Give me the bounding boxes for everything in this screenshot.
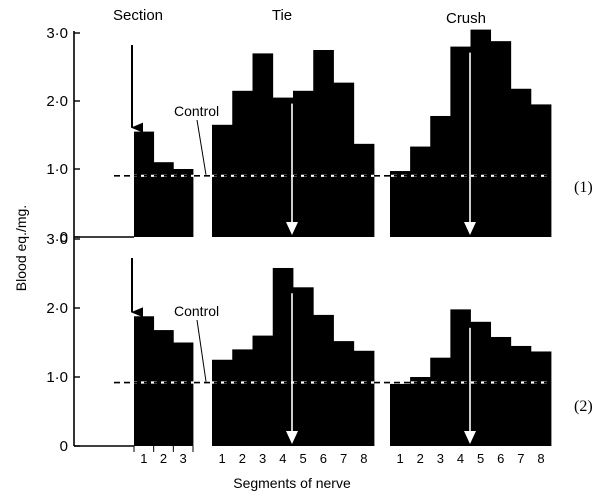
segment-label-crush-6: 6 <box>497 451 504 466</box>
segment-label-crush-4: 4 <box>457 451 464 466</box>
bar-panel-1-crush-segment-3 <box>430 115 451 237</box>
y-tick-label-panel-2-2: 2·0 <box>46 300 68 317</box>
bar-panel-2-section-segment-3 <box>173 342 194 446</box>
segment-label-tie-1: 1 <box>219 451 226 466</box>
segment-label-crush-7: 7 <box>517 451 524 466</box>
control-label-panel-2: Control <box>174 303 219 319</box>
bar-panel-1-crush-segment-2 <box>410 146 431 237</box>
bar-panel-2-crush-segment-5 <box>470 321 492 446</box>
group-title-section: Section <box>113 7 163 24</box>
control-leader-panel-2 <box>196 319 207 382</box>
segment-label-crush-5: 5 <box>477 451 484 466</box>
segment-label-crush-3: 3 <box>437 451 444 466</box>
segment-label-section-1: 1 <box>140 451 147 466</box>
bar-panel-1-tie-segment-7 <box>333 82 355 237</box>
bar-panel-1-crush-segment-7 <box>510 88 532 237</box>
bar-panel-1-crush-segment-4 <box>450 46 471 237</box>
segment-label-crush-1: 1 <box>396 451 403 466</box>
bar-panel-2-tie-segment-1 <box>212 359 233 446</box>
bar-panel-1-tie-segment-2 <box>232 90 253 237</box>
y-axis-title: Blood eq./mg. <box>13 205 29 291</box>
segment-label-section-3: 3 <box>180 451 187 466</box>
bar-panel-1-crush-segment-5 <box>470 29 492 237</box>
bar-panel-2-crush-segment-6 <box>490 336 512 446</box>
bar-panel-1-tie-segment-8 <box>353 143 375 237</box>
bar-panel-2-section-segment-2 <box>153 330 174 446</box>
segment-label-tie-3: 3 <box>259 451 266 466</box>
bar-panel-2-crush-segment-8 <box>530 351 552 446</box>
control-label-panel-1: Control <box>174 103 219 119</box>
bar-panel-2-tie-segment-7 <box>333 341 355 446</box>
bar-panel-1-crush-segment-6 <box>490 41 512 237</box>
bar-panel-2-tie-segment-5 <box>293 287 314 446</box>
segment-label-crush-8: 8 <box>537 451 544 466</box>
segment-label-tie-5: 5 <box>300 451 307 466</box>
bar-panel-1-tie-segment-6 <box>313 50 334 237</box>
bar-panel-1-crush-segment-1 <box>390 171 411 237</box>
bar-panel-2-crush-segment-4 <box>450 309 471 446</box>
y-tick-label-panel-1-0: 0 <box>60 229 68 246</box>
panel-1-id: (1) <box>574 179 593 196</box>
bar-panel-1-section-segment-3 <box>173 169 194 237</box>
bar-panel-2-tie-segment-8 <box>353 350 375 446</box>
panel-2-id: (2) <box>574 398 593 415</box>
white-arrow-head-panel-1-crush <box>464 222 476 235</box>
bar-panel-2-crush-segment-1 <box>390 383 411 446</box>
segment-label-tie-7: 7 <box>340 451 347 466</box>
group-title-crush: Crush <box>446 10 486 27</box>
control-leader-panel-1 <box>196 119 207 175</box>
bar-panel-1-crush-segment-8 <box>530 104 552 238</box>
bar-panel-1-tie-segment-4 <box>272 97 294 237</box>
segment-label-tie-2: 2 <box>239 451 246 466</box>
bar-panel-2-tie-segment-3 <box>252 335 274 446</box>
bar-panel-2-tie-segment-4 <box>272 267 294 446</box>
white-arrow-head-panel-2-crush <box>464 431 476 444</box>
bar-panel-2-crush-segment-2 <box>410 377 431 446</box>
group-title-tie: Tie <box>272 7 292 24</box>
white-arrow-head-panel-1-tie <box>286 222 298 235</box>
y-tick-label-panel-2-3: 3·0 <box>46 231 68 248</box>
bar-panel-2-crush-segment-7 <box>510 345 532 446</box>
segment-label-tie-4: 4 <box>279 451 286 466</box>
bar-panel-2-crush-segment-3 <box>430 357 451 446</box>
y-tick-label-panel-2-0: 0 <box>60 438 68 455</box>
chart-plot-area: 01·02·03·001·02·03·01 2 3 1 2 3 4 5 6 7 8 1 2 3 4 5 6 7 8 <box>46 25 552 466</box>
white-arrow-head-panel-2-tie <box>286 431 298 444</box>
y-tick-label-panel-1-1: 1·0 <box>46 161 68 178</box>
bar-panel-2-tie-segment-6 <box>313 314 334 446</box>
bar-panel-1-tie-segment-5 <box>293 90 314 237</box>
bar-panel-1-section-segment-1 <box>134 131 155 237</box>
bar-panel-1-section-segment-2 <box>153 162 174 237</box>
y-tick-label-panel-1-2: 2·0 <box>46 93 68 110</box>
y-tick-label-panel-2-1: 1·0 <box>46 369 68 386</box>
segment-label-tie-6: 6 <box>320 451 327 466</box>
x-axis-title: Segments of nerve <box>233 475 351 491</box>
segment-label-tie-8: 8 <box>360 451 367 466</box>
bar-panel-2-tie-segment-2 <box>232 349 253 446</box>
bar-panel-1-tie-segment-1 <box>212 124 233 237</box>
y-tick-label-panel-1-3: 3·0 <box>46 25 68 42</box>
bar-panel-2-section-segment-1 <box>134 316 155 446</box>
segment-label-section-2: 2 <box>160 451 167 466</box>
bar-panel-1-tie-segment-3 <box>252 53 274 238</box>
segment-label-crush-2: 2 <box>417 451 424 466</box>
